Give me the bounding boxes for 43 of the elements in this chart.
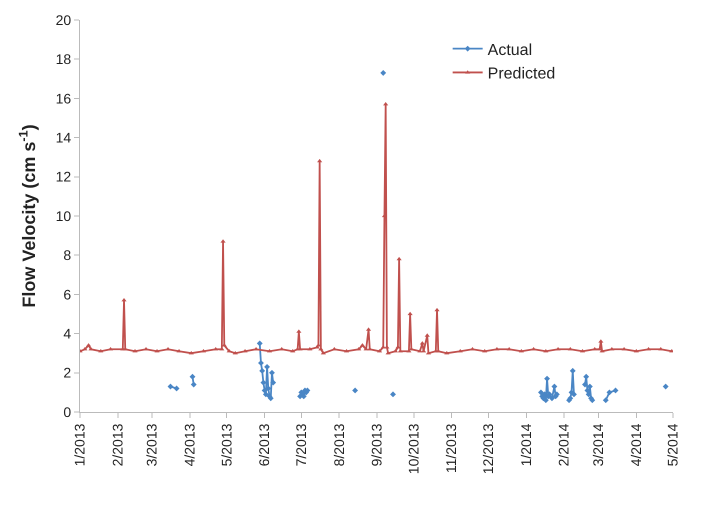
y-tick-label: 8 — [63, 247, 72, 264]
x-tick-label: 11/2013 — [443, 423, 460, 474]
x-tick-label: 4/2013 — [182, 423, 198, 466]
y-tick-label: 4 — [63, 326, 72, 342]
point — [270, 380, 276, 386]
point — [256, 340, 263, 346]
y-tick-label: 14 — [56, 130, 72, 146]
point — [190, 374, 196, 380]
x-tick-label: 9/2013 — [368, 423, 385, 466]
x-tick-label: 1/2014 — [518, 423, 534, 466]
legend-label: Actual — [488, 42, 532, 59]
y-tick-label: 20 — [56, 12, 72, 28]
x-tick-label: 7/2013 — [292, 423, 309, 466]
point — [174, 386, 180, 392]
point — [582, 382, 588, 388]
point — [538, 389, 544, 396]
x-tick-label: 2/2014 — [556, 423, 572, 466]
point — [380, 70, 386, 76]
x-tick-label: 6/2013 — [256, 423, 272, 466]
point — [190, 382, 197, 388]
x-tick-label: 1/2013 — [72, 423, 88, 466]
x-tick-label: 4/2014 — [628, 423, 644, 466]
y-tick-label: 16 — [56, 90, 72, 106]
y-tick-label: 12 — [56, 168, 72, 185]
x-tick-label: 12/2013 — [480, 423, 496, 474]
x-tick-label: 10/2013 — [405, 423, 422, 474]
x-tick-label: 5/2013 — [218, 423, 234, 466]
y-tick-label: 6 — [63, 286, 72, 302]
y-tick-label: 18 — [56, 51, 72, 68]
point — [606, 389, 612, 396]
x-tick-label: 8/2013 — [330, 423, 347, 466]
y-tick-label: 10 — [56, 208, 72, 224]
x-tick-label: 3/2014 — [590, 423, 606, 466]
point — [549, 395, 555, 402]
point — [612, 388, 618, 394]
y-tick-label: 2 — [63, 364, 72, 381]
x-tick-label: 2/2013 — [109, 423, 126, 466]
legend-label: Predicted — [488, 66, 556, 83]
x-tick-label: 5/2014 — [664, 423, 681, 466]
y-tick-label: 0 — [63, 404, 72, 420]
x-tick-label: 3/2013 — [144, 423, 160, 466]
point — [352, 388, 358, 394]
point — [259, 368, 266, 374]
